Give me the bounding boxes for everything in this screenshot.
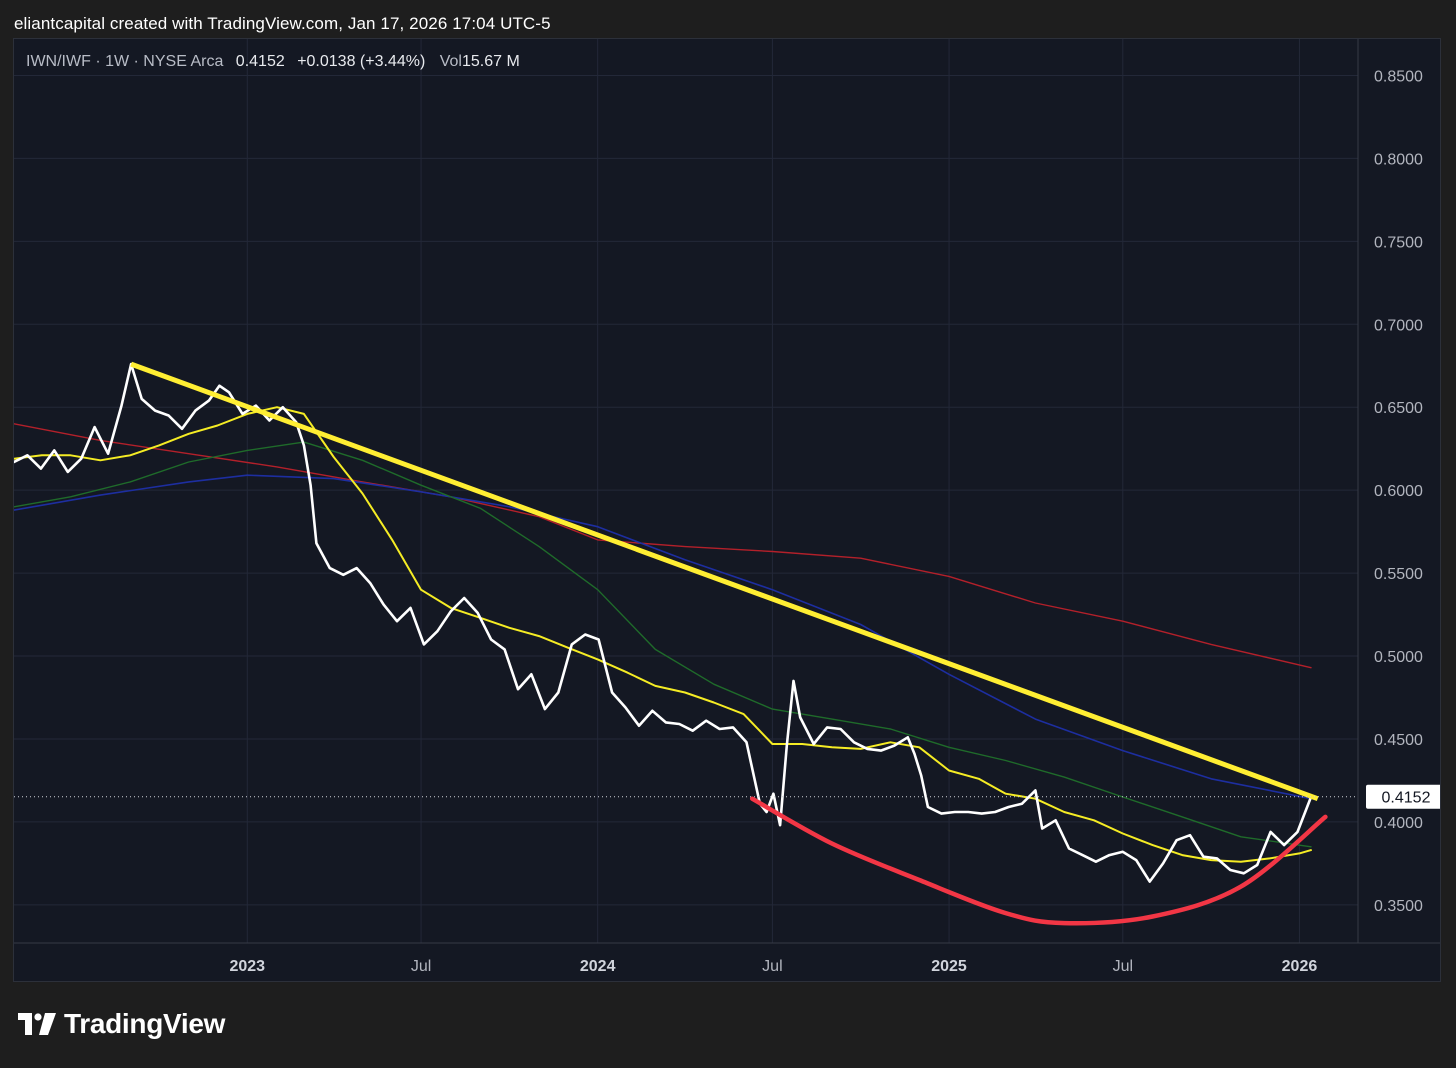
y-tick-label: 0.5000 — [1374, 649, 1423, 666]
moving-average-yellow — [14, 406, 1312, 863]
last-price-badge — [1366, 784, 1440, 809]
y-tick-label: 0.5500 — [1374, 566, 1423, 583]
price-chart[interactable]: 0.8500 0.8000 0.7500 0.7000 0.6500 0.6000 0.55… — [14, 39, 1441, 982]
legend-change: +0.0138 (+3.44%) — [297, 53, 426, 70]
y-tick-label: 0.3500 — [1374, 898, 1423, 915]
trendline-annotation — [130, 361, 1319, 802]
y-tick-label: 0.6000 — [1374, 483, 1423, 500]
x-tick-label: Jul — [411, 958, 431, 975]
rounding-bottom-arc-annotation — [749, 796, 1328, 926]
tradingview-logo[interactable]: TradingView — [18, 1008, 225, 1040]
legend-volume-value: 15.67 M — [461, 53, 520, 70]
legend-symbol[interactable]: IWN/IWF · 1W · NYSE Arca — [26, 53, 224, 70]
moving-average-green — [14, 441, 1312, 848]
x-tick-label: 2024 — [580, 958, 616, 975]
x-tick-label: 2023 — [229, 958, 265, 975]
y-tick-label: 0.8500 — [1374, 68, 1423, 85]
x-tick-label: Jul — [762, 958, 782, 975]
y-tick-label: 0.7000 — [1374, 317, 1423, 334]
tradingview-brand-text: TradingView — [64, 1008, 226, 1039]
x-tick-label: Jul — [1113, 958, 1133, 975]
y-tick-label: 0.8000 — [1374, 151, 1423, 168]
y-tick-label: 0.6500 — [1374, 400, 1423, 417]
legend-volume-label: Vol — [439, 53, 462, 70]
price-line — [14, 362, 1313, 883]
chart-legend: IWN/IWF · 1W · NYSE Arca 0.4152 +0.0138 … — [26, 53, 520, 71]
tradingview-logo-icon — [18, 1013, 56, 1035]
y-tick-label: 0.4500 — [1374, 732, 1423, 749]
x-tick-label: 2025 — [931, 958, 967, 975]
moving-average-red — [14, 423, 1312, 669]
chart-frame[interactable]: 0.8500 0.8000 0.7500 0.7000 0.6500 0.6000 0.55… — [13, 38, 1441, 982]
chart-credit: eliantcapital created with TradingView.c… — [14, 14, 551, 33]
y-tick-label: 0.4000 — [1374, 815, 1423, 832]
y-tick-label: 0.7500 — [1374, 234, 1423, 251]
legend-last-value: 0.4152 — [235, 53, 285, 70]
x-tick-label: 2026 — [1282, 958, 1318, 975]
moving-average-blue — [14, 474, 1312, 800]
last-price-badge-label: 0.4152 — [1382, 790, 1431, 807]
